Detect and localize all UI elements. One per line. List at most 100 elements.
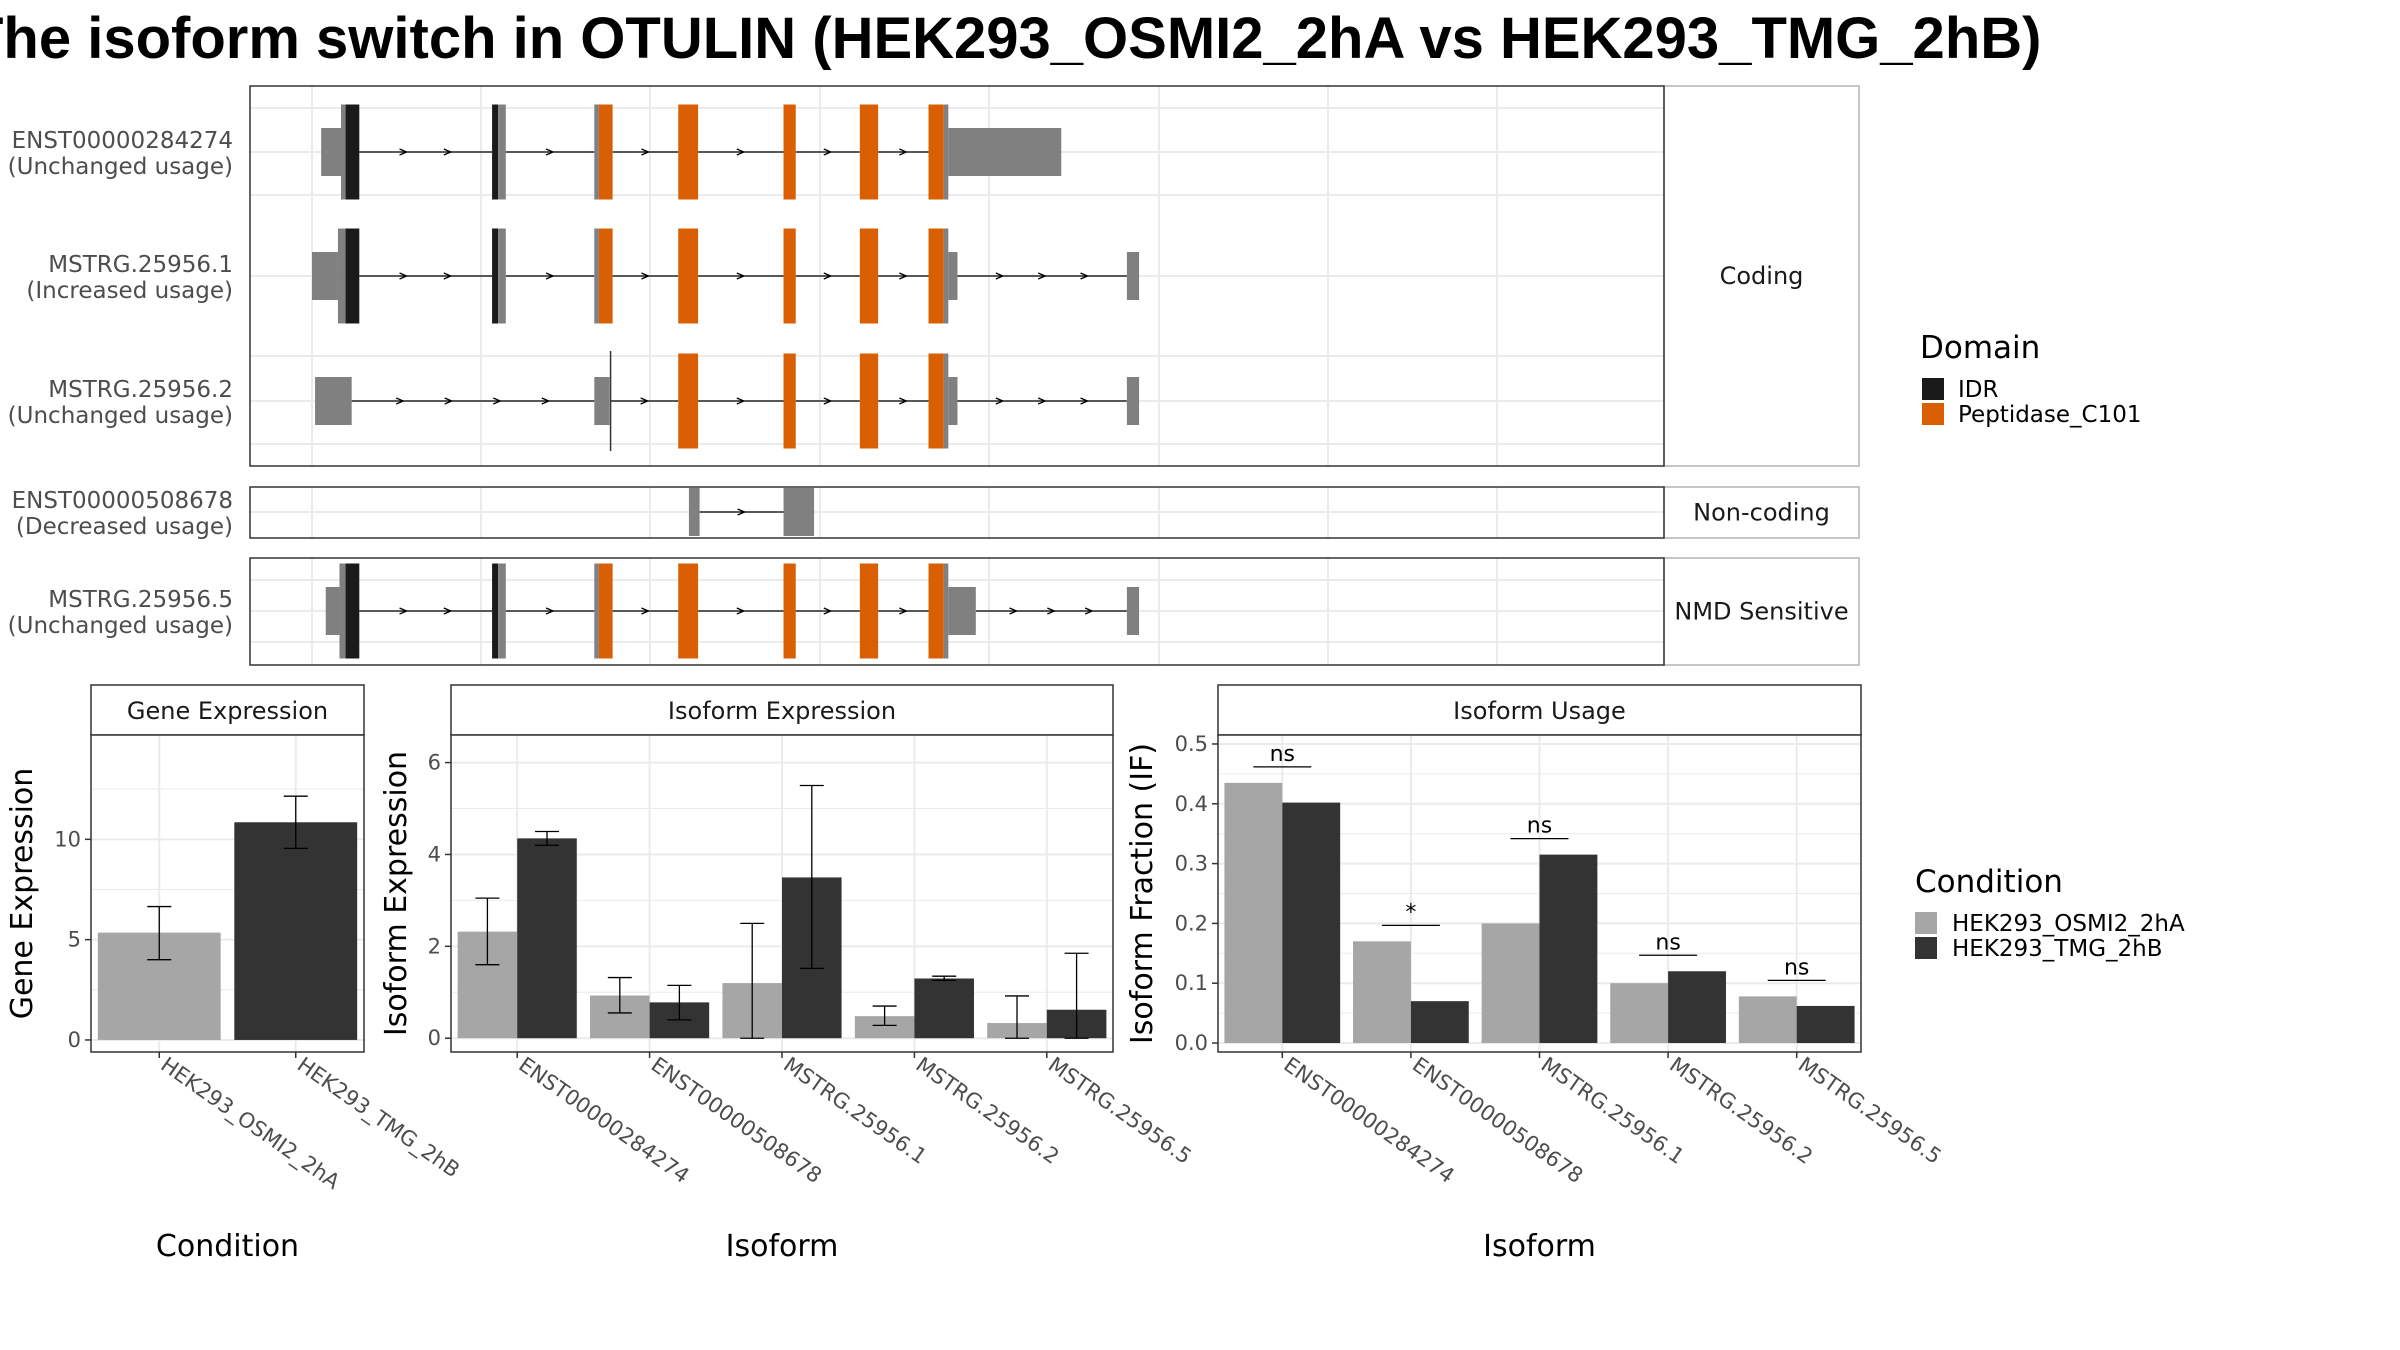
intron-arrow — [1047, 607, 1057, 615]
significance-label: * — [1405, 900, 1416, 925]
intron-arrow — [492, 397, 502, 405]
legend-swatch — [1915, 912, 1937, 934]
x-tick-label: MSTRG.25956.2 — [912, 1052, 1064, 1168]
utr-exon — [1126, 377, 1140, 425]
utr-exon — [594, 377, 610, 425]
y-tick-label: 0.0 — [1175, 1031, 1208, 1055]
structure-panel-border — [249, 486, 1665, 539]
utr-exon — [688, 488, 700, 536]
utr-exon — [325, 587, 340, 635]
significance-label: ns — [1527, 814, 1552, 839]
utr-exon — [943, 228, 949, 324]
peptidase-domain — [928, 563, 944, 659]
intron-arrow — [541, 397, 551, 405]
peptidase-domain — [859, 353, 879, 449]
intron-arrow — [899, 397, 908, 405]
intron-arrow — [640, 397, 650, 405]
y-tick-label: 4 — [428, 842, 441, 866]
utr-exon — [312, 252, 338, 300]
legend-title: Domain — [1920, 330, 2040, 366]
utr-exon — [1126, 587, 1140, 635]
group-label: Coding — [1720, 262, 1804, 290]
y-tick-label: 2 — [428, 934, 441, 958]
intron-arrow — [899, 607, 908, 615]
intron-arrow — [823, 148, 833, 156]
bar — [1353, 941, 1411, 1044]
y-tick-label: 6 — [428, 751, 441, 775]
x-axis-title: Isoform — [726, 1229, 839, 1264]
y-tick-label: 10 — [54, 827, 81, 851]
legend-swatch — [1915, 937, 1937, 959]
panel-strip-label: Gene Expression — [127, 697, 328, 725]
utr-exon — [340, 104, 346, 200]
peptidase-domain — [598, 104, 613, 200]
bar — [1668, 971, 1726, 1044]
group-strip — [1663, 85, 1860, 467]
utr-exon — [594, 104, 599, 200]
peptidase-domain — [783, 563, 796, 659]
intron-arrow — [399, 148, 409, 156]
legend-swatch — [1922, 378, 1944, 400]
intron-arrow — [399, 607, 409, 615]
bar — [234, 822, 358, 1040]
group-label: NMD Sensitive — [1674, 598, 1848, 626]
y-tick-label: 0 — [68, 1028, 81, 1052]
figure-title: The isoform switch in OTULIN (HEK293_OSM… — [0, 6, 2041, 71]
intron-arrow — [641, 607, 651, 615]
intron-arrow — [641, 148, 651, 156]
intron-arrow — [1009, 607, 1019, 615]
peptidase-domain — [859, 104, 879, 200]
y-tick-label: 0.4 — [1175, 792, 1208, 816]
utr-exon — [943, 563, 949, 659]
y-tick-label: 0 — [428, 1026, 441, 1050]
group-strip — [1663, 557, 1860, 666]
peptidase-domain — [783, 104, 796, 200]
legend-label: Peptidase_C101 — [1958, 402, 2142, 428]
intron-arrow — [1084, 607, 1094, 615]
intron-arrow — [736, 148, 746, 156]
bar — [1481, 923, 1540, 1044]
isoform-name: ENST00000508678 — [12, 488, 233, 514]
y-axis-title: Gene Expression — [5, 768, 40, 1020]
utr-exon — [943, 353, 949, 449]
utr-exon — [321, 128, 341, 176]
intron-arrow — [444, 397, 454, 405]
isoform-name: MSTRG.25956.1 — [48, 252, 233, 278]
intron-arrow — [899, 148, 908, 156]
x-axis-title: Condition — [156, 1229, 299, 1264]
intron-arrow — [545, 607, 555, 615]
peptidase-domain — [678, 353, 699, 449]
bar — [517, 838, 577, 1039]
intron-arrow — [1080, 397, 1090, 405]
isoform-expression-chart: Isoform Expression0246ENST00000284274ENS… — [379, 684, 1196, 1264]
legend-title: Condition — [1915, 864, 2063, 900]
group-strip — [1663, 486, 1860, 539]
intron-arrow — [1037, 397, 1047, 405]
peptidase-domain — [678, 228, 699, 324]
intron-arrow — [823, 607, 833, 615]
utr-exon — [337, 228, 346, 324]
utr-exon — [948, 587, 976, 635]
group-label: Non-coding — [1693, 499, 1830, 527]
isoform-name: MSTRG.25956.5 — [48, 587, 233, 613]
utr-exon — [594, 228, 599, 324]
significance-label: ns — [1270, 742, 1295, 767]
isoform-name: ENST00000284274 — [12, 128, 233, 154]
y-axis-title: Isoform Expression — [379, 751, 414, 1036]
intron-arrow — [1037, 272, 1047, 280]
utr-exon — [948, 252, 958, 300]
intron-arrow — [736, 397, 746, 405]
legend-swatch — [1922, 403, 1944, 425]
utr-exon — [594, 563, 599, 659]
y-tick-label: 5 — [68, 928, 81, 952]
utr-exon — [498, 228, 506, 324]
intron-arrow — [995, 397, 1005, 405]
isoform-usage-label: (Unchanged usage) — [8, 154, 233, 180]
bar — [1282, 802, 1341, 1044]
isoform-usage-chart: Isoform Usage ns * ns ns ns 0.0 0.1 0.2 0.3 0.4 0.5… — [1125, 684, 1946, 1264]
intron-arrow — [399, 272, 409, 280]
y-tick-label: 0.2 — [1175, 911, 1208, 935]
isoform-usage-label: (Decreased usage) — [16, 514, 233, 540]
